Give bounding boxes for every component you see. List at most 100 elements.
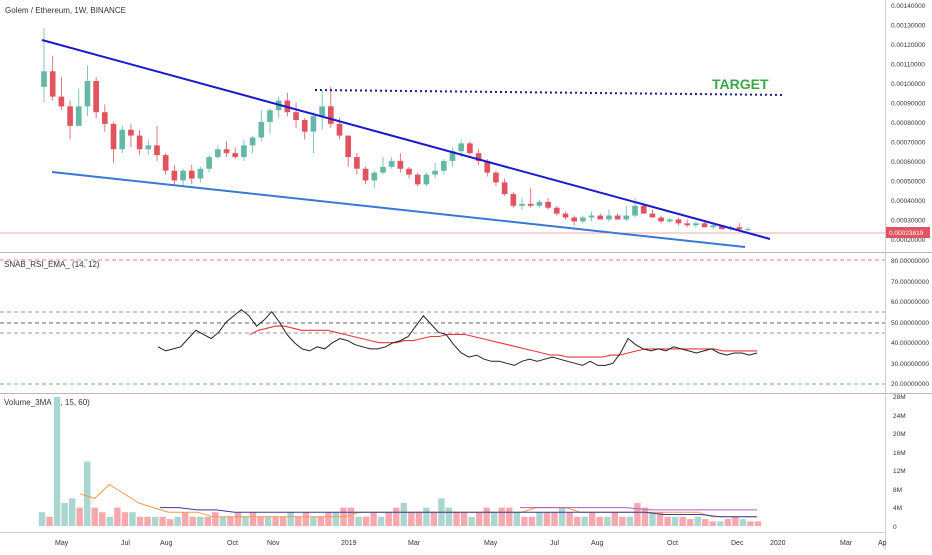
volume-bar [671, 516, 679, 526]
candle-body [458, 143, 465, 152]
candle-body [336, 123, 343, 136]
candle-body [666, 219, 673, 222]
price-tick-label: 0.00130000 [891, 23, 926, 30]
volume-bar [521, 516, 528, 526]
candle-body [206, 157, 212, 169]
volume-bar [588, 512, 596, 526]
candle-body [397, 160, 404, 169]
volume-bar [709, 521, 716, 526]
target-line [314, 89, 786, 96]
volume-bar [747, 521, 754, 526]
volume-bar [702, 519, 709, 526]
candle-body [571, 217, 577, 222]
candle-body [414, 174, 421, 185]
candle-body [588, 215, 595, 218]
volume-bar [739, 519, 747, 526]
volume-tick-label: 0 [893, 524, 897, 531]
candle-body [519, 203, 525, 206]
rsi-line [157, 308, 758, 366]
volume-bar [641, 507, 649, 526]
time-tick-label: Dec [731, 540, 744, 547]
candle-body [258, 121, 265, 138]
candle-body [102, 112, 108, 124]
candle-body [484, 160, 491, 173]
volume-bar [483, 507, 490, 526]
rsi-tick-label: 50.00000000 [891, 320, 929, 327]
volume-bar [679, 516, 686, 526]
volume-bar [144, 516, 151, 526]
candle-body [649, 213, 656, 218]
candle-body [380, 166, 386, 173]
volume-bar [611, 512, 619, 526]
rsi-axis: 80.00000000 70.00000000 60.00000000 50.0… [891, 258, 929, 388]
candle-body [658, 217, 664, 222]
volume-bar [76, 507, 83, 526]
time-tick-label: May [55, 540, 69, 547]
volume-bar [664, 516, 671, 526]
time-axis: May Jul Aug Oct Nov 2019 Mar May Jul Aug… [55, 540, 887, 547]
target-label: TARGET [712, 76, 769, 92]
volume-ma-slow [520, 507, 757, 511]
last-price-tag-text: 0.00023819 [889, 230, 924, 237]
candle-body [197, 168, 204, 179]
candle-body [440, 160, 447, 171]
price-tick-label: 0.00040000 [891, 198, 926, 205]
candle-body [345, 135, 352, 158]
volume-bar [242, 516, 249, 526]
volume-bar [491, 512, 498, 526]
volume-bar [415, 512, 423, 526]
volume-bar [400, 502, 407, 526]
volume-bar [121, 512, 129, 526]
candle-body [301, 120, 308, 132]
price-axis: 0.00140000 0.00130000 0.00120000 0.00110… [886, 3, 930, 244]
rsi-tick-label: 60.00000000 [891, 299, 929, 306]
candle-body [710, 225, 717, 228]
volume-bar [53, 397, 61, 526]
volume-bar [166, 519, 174, 526]
price-tick-label: 0.00100000 [891, 81, 926, 88]
time-tick-label: Oct [667, 540, 678, 547]
volume-bar [106, 516, 114, 526]
volume-bar [332, 512, 340, 526]
candle-body [267, 110, 273, 122]
candle-body [745, 229, 751, 231]
price-tick-label: 0.00070000 [891, 140, 926, 147]
candle-body [354, 157, 360, 169]
volume-bar [686, 519, 694, 526]
volume-bar [408, 512, 415, 526]
candle-body [162, 155, 169, 171]
candle-body [58, 96, 65, 107]
candle-body [319, 106, 325, 117]
volume-bar [377, 516, 385, 526]
time-tick-label: Jul [121, 540, 130, 547]
volume-bar [46, 516, 53, 526]
price-tick-label: 0.00110000 [891, 62, 925, 69]
volume-bar [279, 516, 287, 526]
candle-body [171, 170, 178, 181]
candle-body [154, 145, 160, 156]
volume-bar [528, 516, 536, 526]
volume-tick-label: 8M [893, 487, 902, 494]
candle-body [310, 116, 317, 132]
volume-bar [513, 512, 521, 526]
volume-axis: 28M 24M 20M 16M 12M 8M 4M 0 [893, 394, 906, 531]
volume-bar [129, 512, 136, 526]
candle-body [640, 205, 647, 214]
upper-trend-line [41, 39, 771, 240]
volume-bar [460, 512, 468, 526]
volume-bar [596, 516, 603, 526]
price-tick-label: 0.00120000 [891, 42, 926, 49]
time-tick-label: Ap [878, 540, 887, 547]
volume-tick-label: 20M [893, 431, 906, 438]
candle-body [232, 153, 239, 158]
volume-bar [355, 516, 362, 526]
volume-bar [272, 516, 279, 526]
candle-body [475, 153, 482, 161]
volume-bar [423, 507, 430, 526]
lower-trend-line [51, 171, 746, 248]
candle-body [136, 135, 143, 150]
volume-bar [445, 507, 453, 526]
candle-body [119, 129, 126, 150]
candle-body [623, 215, 630, 220]
